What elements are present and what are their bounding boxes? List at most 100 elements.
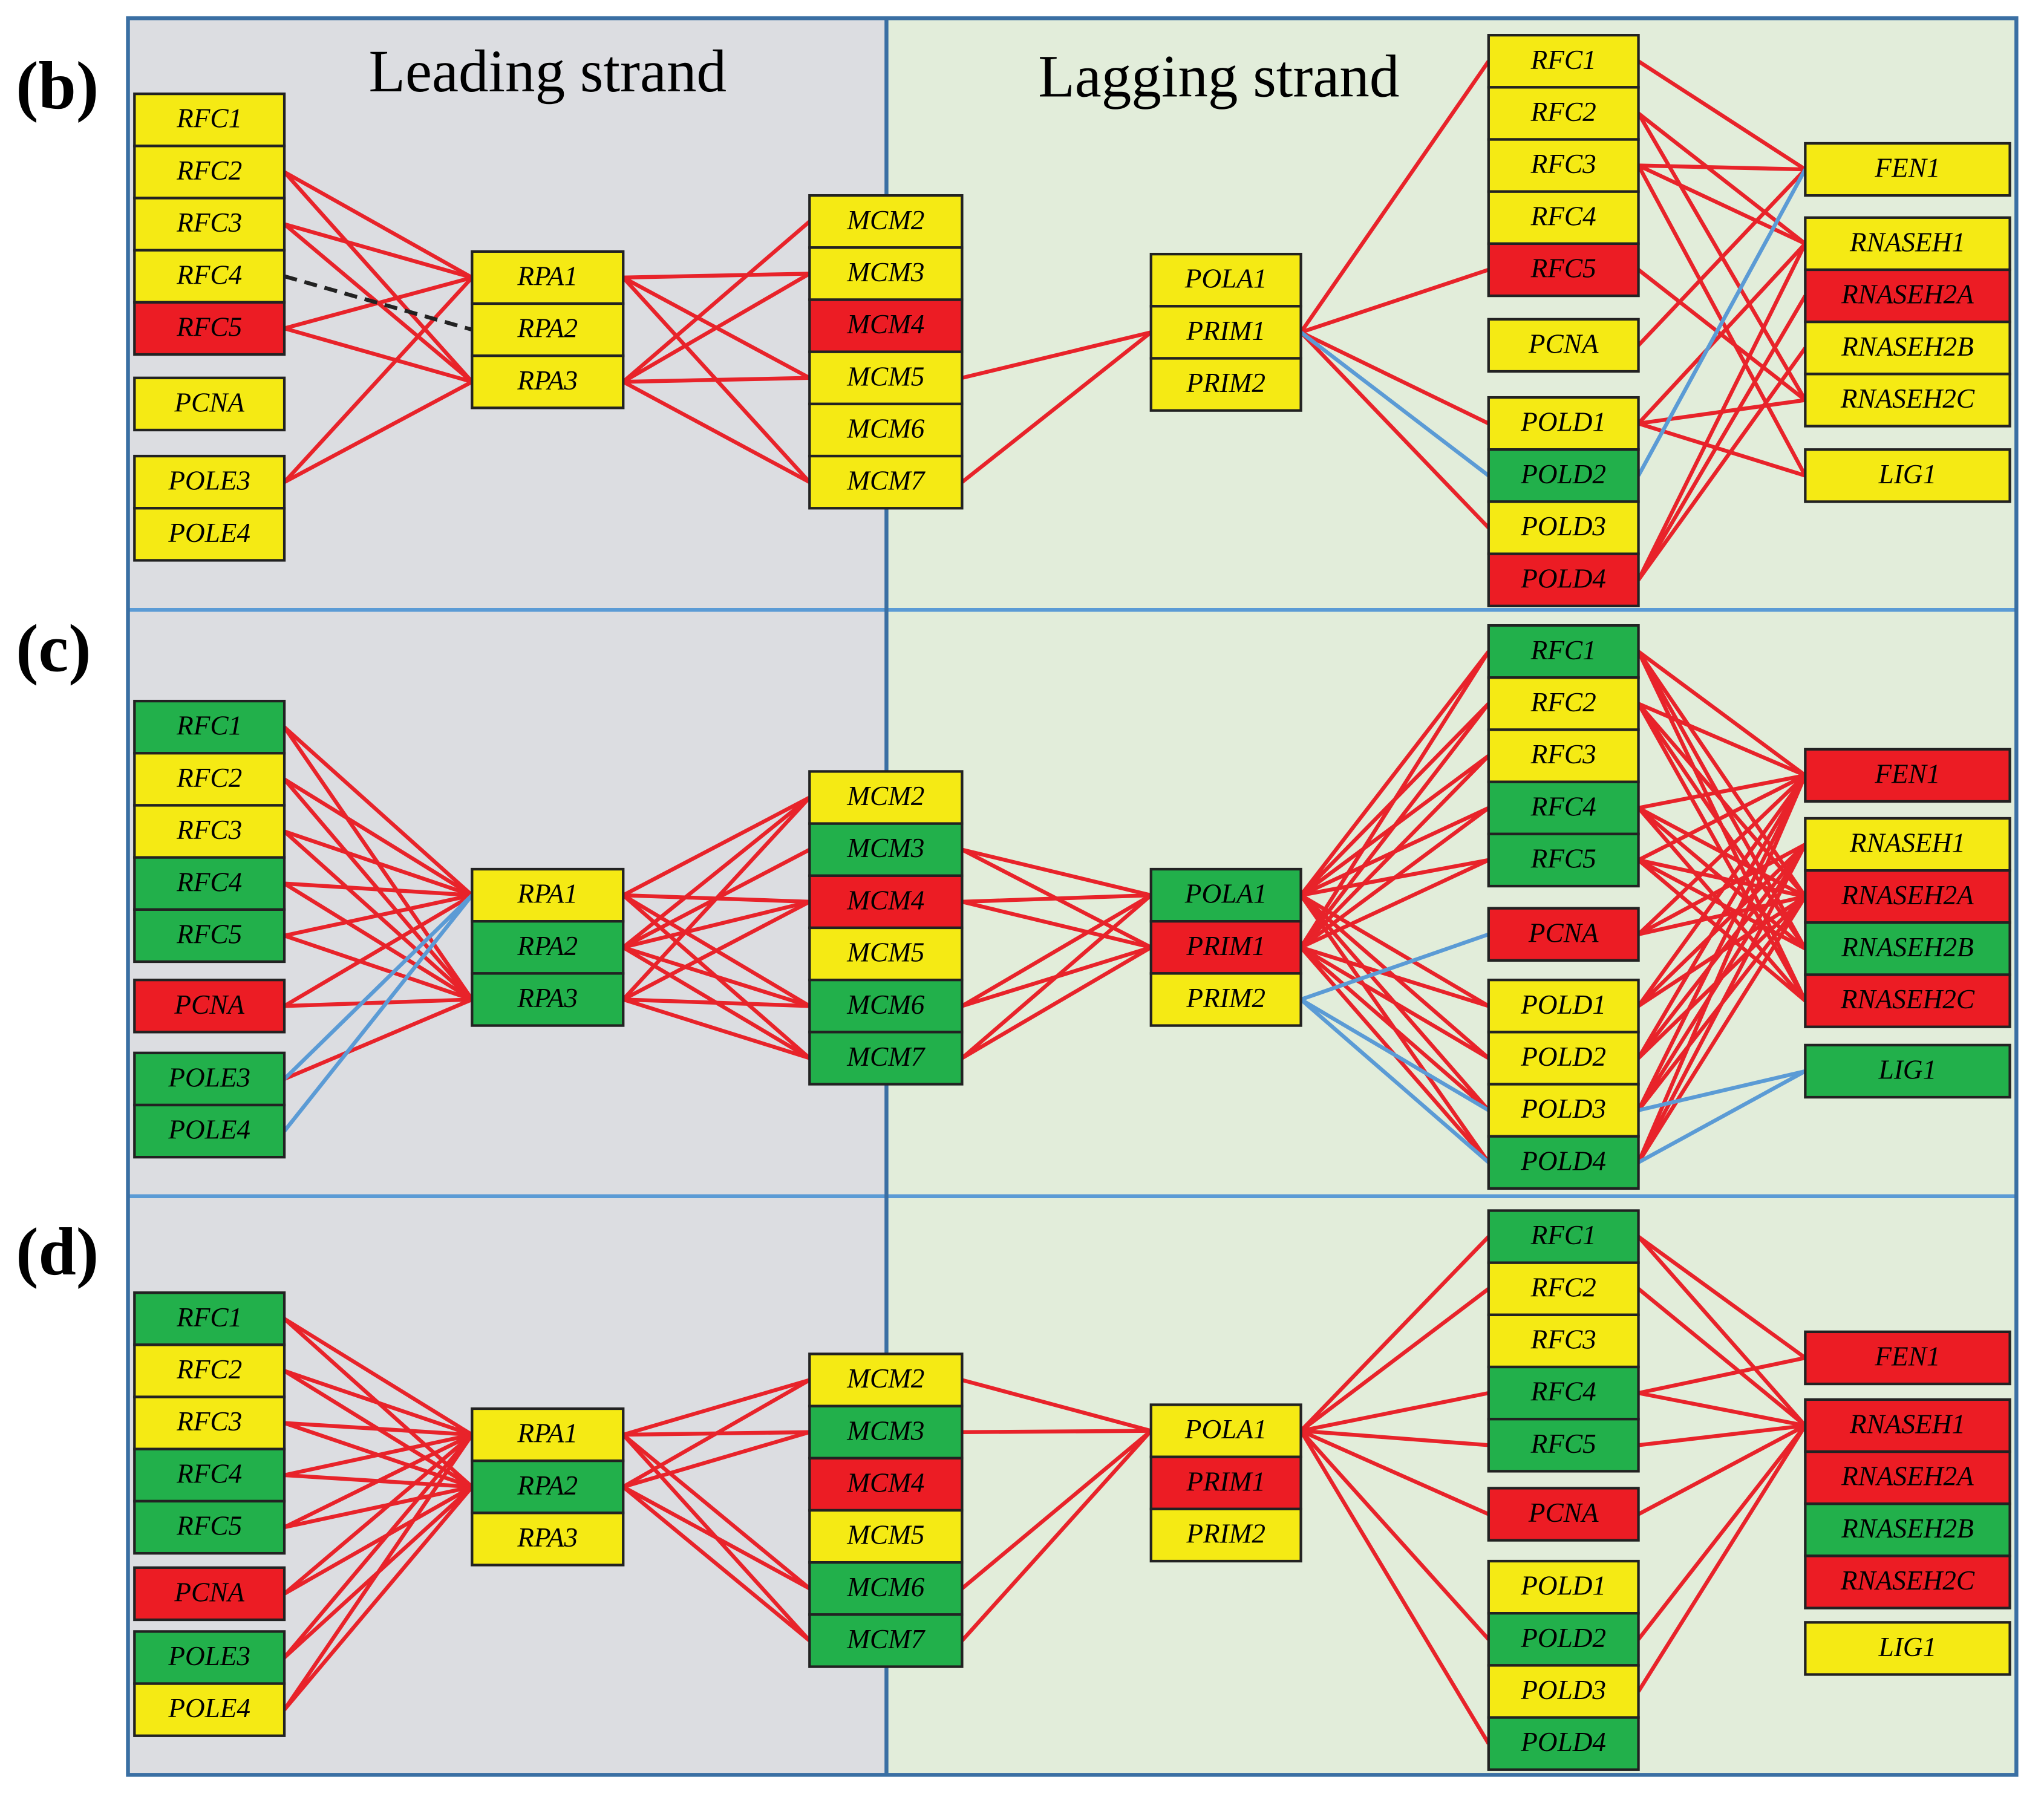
- gene-box: [133, 908, 286, 964]
- gene-box: [471, 1407, 625, 1463]
- gene-label: RFC3: [176, 207, 242, 238]
- edge: [282, 171, 474, 383]
- edge: [283, 893, 473, 1008]
- gene-box: [1804, 1554, 2011, 1609]
- gene-node: MCM2: [808, 1352, 964, 1407]
- edge: [1637, 1424, 1807, 1641]
- gene-box: [1487, 907, 1640, 962]
- gene-node: FEN1: [1804, 748, 2011, 803]
- gene-node: POLE3: [133, 454, 286, 510]
- gene-label: RFC1: [1530, 1220, 1596, 1250]
- edge: [1299, 945, 1490, 1060]
- gene-label: RFC2: [176, 1354, 242, 1384]
- gene-node: POLD1: [1487, 978, 1640, 1034]
- edge: [961, 1429, 1152, 1590]
- gene-label: RFC5: [176, 919, 242, 949]
- gene-label: MCM2: [846, 1363, 924, 1394]
- gene-box: [471, 1459, 625, 1515]
- gene-node: RNASEH2B: [1804, 921, 2011, 976]
- gene-box: [133, 1682, 286, 1737]
- gene-box: [133, 804, 286, 859]
- gene-node: PCNA: [133, 1566, 286, 1622]
- gene-node: RFC5: [1487, 242, 1640, 298]
- edge: [1636, 843, 1807, 1112]
- edge: [1637, 843, 1807, 1008]
- gene-box: [471, 302, 625, 357]
- gene-label: RFC4: [176, 867, 242, 897]
- gene-label: RFC4: [176, 259, 242, 290]
- gene-label: PRIM1: [1186, 931, 1265, 961]
- gene-label: PCNA: [1528, 1498, 1599, 1528]
- gene-label: RFC2: [176, 763, 242, 793]
- gene-label: RFC2: [176, 155, 242, 186]
- edge: [283, 170, 473, 279]
- edge: [282, 1433, 474, 1711]
- edge: [1637, 163, 1806, 246]
- edge: [622, 1378, 811, 1489]
- gene-label: MCM7: [846, 1624, 926, 1654]
- gene-node: RPA3: [471, 1512, 625, 1567]
- edge: [1636, 895, 1807, 1164]
- gene-label: POLD1: [1520, 407, 1606, 437]
- gene-label: MCM7: [846, 466, 926, 496]
- edge: [961, 893, 1152, 1008]
- gene-node: MCM4: [808, 874, 964, 930]
- gene-node: PCNA: [1487, 1487, 1640, 1542]
- gene-box: [1487, 86, 1640, 141]
- gene-label: RFC4: [1530, 1377, 1596, 1407]
- gene-box: [1487, 624, 1640, 679]
- gene-label: PCNA: [1528, 328, 1599, 359]
- gene-label: FEN1: [1874, 1341, 1940, 1371]
- edge: [284, 326, 473, 384]
- gene-box: [133, 1395, 286, 1450]
- leading-header: Leading strand: [368, 39, 727, 105]
- edge: [283, 777, 474, 897]
- edge: [1636, 295, 1807, 581]
- gene-node: RPA2: [471, 920, 625, 975]
- edge: [1299, 998, 1490, 1164]
- gene-label: PRIM1: [1186, 1466, 1265, 1496]
- edge: [282, 1486, 474, 1711]
- edge: [622, 1430, 811, 1489]
- gene-label: RFC5: [176, 311, 242, 342]
- edge: [1299, 60, 1491, 334]
- edge: [1300, 330, 1490, 426]
- gene-node: PRIM1: [1149, 920, 1302, 975]
- gene-box: [1804, 1330, 2011, 1386]
- gene-label: RNASEH2B: [1841, 1513, 1974, 1544]
- gene-box: [1804, 216, 2011, 272]
- gene-node: RNASEH2C: [1804, 373, 2011, 428]
- gene-label: RNASEH1: [1849, 1409, 1965, 1440]
- gene-node: POLD2: [1487, 1612, 1640, 1667]
- gene-label: RFC4: [176, 1458, 242, 1489]
- gene-node: MCM2: [808, 770, 964, 825]
- edge: [284, 222, 473, 280]
- gene-node: RFC3: [133, 804, 286, 859]
- gene-node: RFC5: [133, 908, 286, 964]
- edge: [284, 881, 472, 898]
- gene-box: [1804, 921, 2011, 976]
- gene-label: RNASEH1: [1849, 227, 1965, 257]
- gene-label: MCM6: [846, 990, 925, 1020]
- edge: [283, 1485, 473, 1596]
- gene-label: POLD3: [1520, 1675, 1606, 1705]
- gene-label: POLA1: [1184, 1414, 1267, 1444]
- gene-box: [1487, 1031, 1640, 1086]
- edge: [1299, 1235, 1491, 1432]
- edge: [284, 1421, 472, 1437]
- gene-label: POLE4: [168, 1693, 250, 1723]
- gene-box: [133, 978, 286, 1034]
- edge: [282, 893, 474, 1081]
- gene-box: [1804, 320, 2011, 376]
- edge: [1299, 330, 1490, 477]
- gene-box: [1149, 305, 1302, 360]
- gene-node: POLD1: [1487, 1559, 1640, 1615]
- gene-box: [808, 402, 964, 458]
- gene-node: POLA1: [1149, 252, 1302, 308]
- gene-box: [1487, 1559, 1640, 1615]
- gene-box: [133, 1447, 286, 1503]
- gene-node: RPA1: [471, 1407, 625, 1463]
- panel-label: (c): [16, 612, 91, 687]
- gene-box: [1804, 869, 2011, 924]
